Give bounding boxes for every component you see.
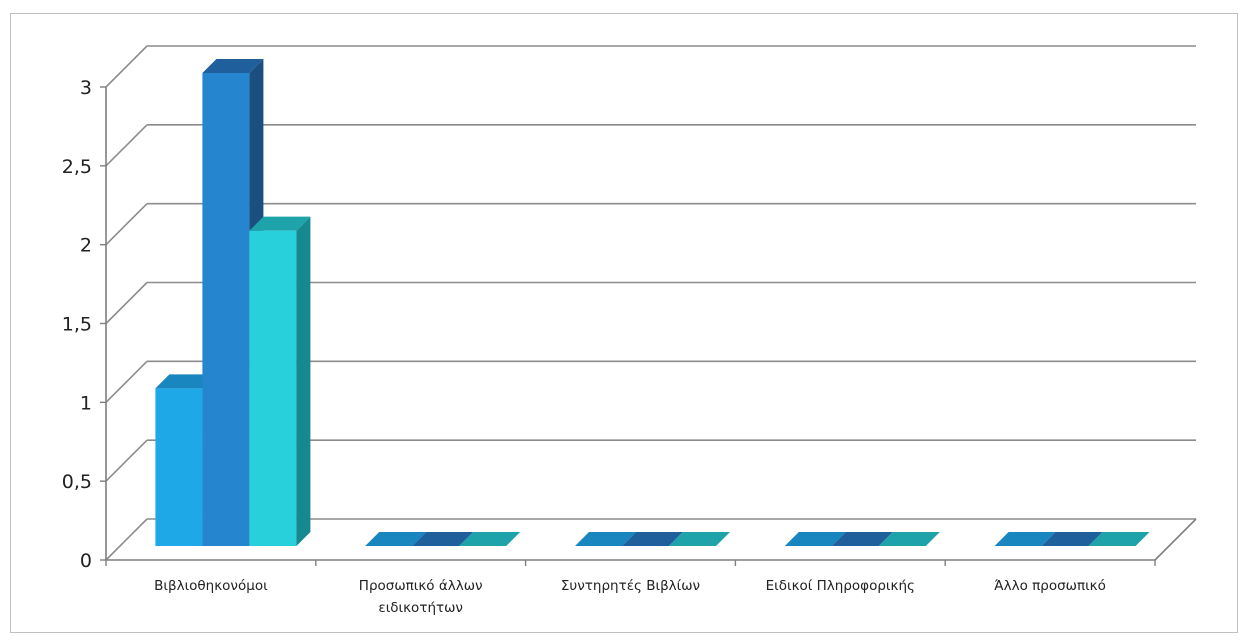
floor-right-edge — [1154, 518, 1197, 561]
bar-flat — [459, 532, 521, 546]
x-category-label: Άλλο προσωπικό — [994, 578, 1106, 594]
bar-flat — [831, 532, 893, 546]
bar-flat — [994, 532, 1056, 546]
bar-front — [155, 388, 203, 546]
x-category-label: Βιβλιοθηκονόμοι — [154, 578, 268, 594]
y-tick-label: 2 — [80, 235, 92, 257]
y-tick-label: 0,5 — [62, 471, 92, 493]
y-tick-label: 0 — [80, 550, 92, 572]
bar-flat — [1041, 532, 1103, 546]
gridline-diagonal — [105, 360, 148, 403]
axes — [100, 86, 1197, 566]
bar-flat — [669, 532, 730, 546]
y-tick-label: 1,5 — [62, 314, 92, 336]
labels: 0 0,5 1 1,5 2 2,5 3 Βιβλιοθηκονόμοι Προσωπικό άλ… — [62, 77, 1106, 616]
bar-flat — [365, 532, 427, 546]
x-category-label: ειδικοτήτων — [378, 600, 463, 616]
bar-front — [249, 230, 297, 546]
bar-flat — [622, 532, 683, 546]
gridline-diagonal — [105, 518, 148, 561]
bar-top — [202, 59, 264, 73]
bar-flat — [784, 532, 846, 546]
bar-flat — [575, 532, 636, 546]
bar-side — [296, 216, 311, 546]
gridline-diagonal — [105, 439, 148, 482]
y-tick-label: 2,5 — [62, 156, 92, 178]
bars — [155, 59, 1150, 546]
x-category-label: Συντηρητές Βιβλίων — [561, 578, 700, 594]
bar-top — [155, 374, 217, 389]
gridline-diagonal — [105, 45, 148, 88]
y-tick-label: 3 — [80, 77, 92, 99]
bar-flat — [878, 532, 940, 546]
gridline-diagonal — [105, 203, 148, 246]
y-tick-label: 1 — [80, 392, 92, 414]
bar-front — [202, 73, 250, 546]
bar-top — [249, 216, 311, 231]
x-category-label: Ειδικοί Πληροφορικής — [766, 578, 915, 594]
gridline-diagonal — [105, 281, 148, 325]
bar-flat — [412, 532, 474, 546]
bar-flat — [1088, 532, 1150, 546]
x-category-label: Προσωπικό άλλων — [359, 578, 483, 594]
gridline-diagonal — [105, 124, 148, 167]
gridlines — [105, 45, 1196, 561]
